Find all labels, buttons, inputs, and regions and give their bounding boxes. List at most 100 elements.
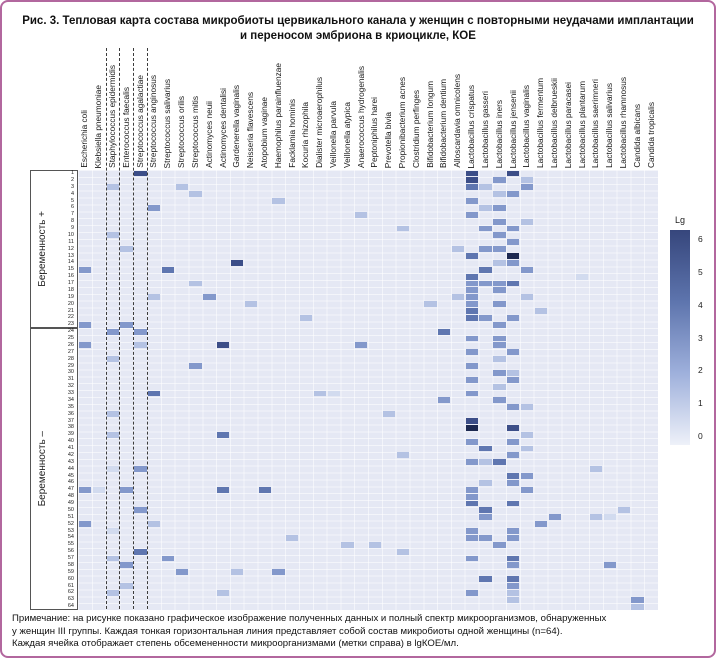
- heatmap-cell: [465, 589, 478, 596]
- heatmap-cell: [120, 246, 133, 252]
- colorbar-ticks: 6 5 4 3 2 1 0: [698, 230, 714, 445]
- heatmap-cell: [520, 431, 534, 438]
- heatmap-cell: [507, 473, 520, 479]
- row-number: 52: [67, 520, 74, 527]
- row-number: 21: [67, 307, 74, 314]
- heatmap-cell: [507, 589, 520, 596]
- row-number: 43: [67, 458, 74, 465]
- heatmap-cell: [631, 603, 644, 610]
- row-number: 38: [67, 424, 74, 431]
- heatmap-cell: [79, 521, 92, 527]
- heatmap-cell: [217, 486, 230, 493]
- heatmap-cell: [465, 418, 478, 424]
- heatmap-cell: [438, 397, 451, 404]
- colorbar-tick: 3: [698, 332, 703, 343]
- heatmap-cell: [106, 232, 119, 239]
- column-label: Kocuria rhizophila: [300, 102, 311, 168]
- heatmap-cell: [79, 266, 92, 273]
- heatmap-cell: [507, 225, 520, 232]
- heatmap-cell: [493, 246, 506, 252]
- heatmap-cell: [299, 314, 313, 321]
- column-label: Klebsiella pneumoniae: [93, 84, 104, 169]
- column-label: Clostridium perfinges: [410, 90, 421, 168]
- heatmap-cell: [175, 184, 188, 191]
- colorbar-tick: 0: [698, 431, 703, 441]
- heatmap-cell: [465, 211, 478, 218]
- heatmap-cell: [520, 266, 534, 273]
- heatmap-cell: [79, 486, 92, 493]
- heatmap-cell: [189, 280, 202, 287]
- column-label: Lactobacillus crispatus: [466, 84, 477, 168]
- heatmap-cell: [493, 335, 506, 342]
- heatmap-cell: [479, 314, 492, 321]
- heatmap-cell: [507, 452, 520, 459]
- heatmap-cell: [148, 294, 161, 301]
- figure-note: Примечание: на рисунке показано графичес…: [12, 613, 710, 651]
- heatmap-cell: [507, 253, 520, 259]
- figure-title: Рис. 3. Тепловая карта состава микробиот…: [2, 14, 714, 44]
- heatmap-cell: [479, 266, 492, 273]
- heatmap-cell: [134, 342, 147, 349]
- heatmap-cell: [507, 596, 520, 603]
- heatmap-cell: [465, 170, 478, 177]
- heatmap-cell: [479, 280, 492, 287]
- colorbar-label: Lg: [674, 215, 685, 225]
- row-number: 20: [67, 300, 74, 307]
- heatmap-cell: [120, 562, 133, 569]
- heatmap-cell: [355, 211, 368, 218]
- column-label: Dialister microaerophilus: [314, 77, 325, 168]
- heatmap-cell: [341, 541, 354, 548]
- heatmap-cell: [520, 218, 534, 225]
- heatmap-cell: [465, 493, 478, 500]
- row-number: 14: [67, 259, 74, 266]
- heatmap-cell: [106, 431, 119, 438]
- note-line-3: Каждая ячейка отображает степень обсемен…: [12, 638, 459, 649]
- heatmap-cell: [161, 266, 175, 273]
- heatmap-cell: [189, 191, 202, 197]
- heatmap-cell: [424, 301, 437, 307]
- heatmap-cell: [493, 280, 506, 287]
- heatmap-cell: [507, 404, 520, 411]
- heatmap-cell: [493, 259, 506, 266]
- heatmap-cell: [134, 466, 147, 472]
- heatmap-cell: [520, 184, 534, 191]
- heatmap-cell: [493, 287, 506, 294]
- heatmap-cell: [134, 548, 147, 555]
- heatmap-cell: [493, 541, 506, 548]
- heatmap-cell: [589, 514, 603, 521]
- row-number: 16: [67, 273, 74, 280]
- heatmap-cell: [217, 342, 230, 349]
- row-number: 39: [67, 431, 74, 438]
- row-number: 17: [67, 280, 74, 286]
- column-label: Lactobacillus rhamnosus: [617, 76, 628, 168]
- heatmap-cell: [465, 177, 478, 184]
- column-label: Streptococcus salivarius: [162, 78, 173, 168]
- row-number: 46: [67, 479, 74, 486]
- row-number: 22: [67, 314, 74, 321]
- dashed-column-separator: [147, 48, 149, 609]
- row-number: 9: [70, 225, 74, 231]
- heatmap-cell: [92, 486, 106, 493]
- heatmap-cell: [272, 569, 285, 576]
- heatmap-cell: [382, 411, 396, 417]
- column-label: Enterococcus faecalis: [120, 87, 131, 168]
- heatmap-cell: [493, 383, 506, 390]
- heatmap-cell: [507, 424, 520, 431]
- heatmap-cell: [272, 198, 285, 204]
- heatmap-cell: [520, 473, 534, 479]
- heatmap-cell: [465, 294, 478, 301]
- heatmap-cell: [493, 397, 506, 404]
- heatmap-cell: [465, 301, 478, 307]
- colorbar-tick: 6: [698, 234, 703, 244]
- column-label: Atopobium vaginae: [258, 96, 269, 168]
- column-label: Staphylococcus epidermidis: [107, 65, 118, 168]
- row-group-pregnancy-plus: Беременность +: [30, 170, 78, 329]
- heatmap-cell: [479, 507, 492, 514]
- column-label: Streptococcus agalactiae: [134, 75, 145, 168]
- heatmap-cell: [465, 534, 478, 541]
- heatmap-cell: [106, 466, 119, 472]
- heatmap-cell: [465, 198, 478, 204]
- row-number: 36: [67, 410, 74, 417]
- row-number: 64: [67, 603, 74, 610]
- row-group-label-pregnancy-minus: Беременность –: [37, 431, 48, 507]
